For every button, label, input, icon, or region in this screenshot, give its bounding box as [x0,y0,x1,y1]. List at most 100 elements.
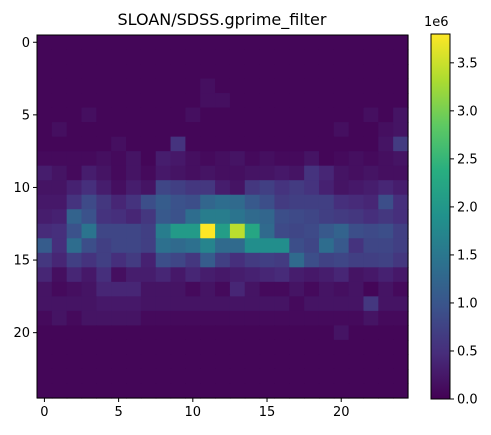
heatmap-cell [51,136,68,152]
heatmap-cell [126,122,142,138]
heatmap-cell [363,354,379,370]
colorbar-axis: 0.0 0.5 1.0 1.5 2.0 2.5 3.0 3.5 [450,56,478,408]
heatmap-cell [318,151,335,167]
heatmap-cell [37,238,53,254]
heatmap-cell [215,180,231,196]
heatmap-cell [318,281,335,297]
heatmap-cell [126,339,142,356]
heatmap-cell [274,180,290,196]
heatmap-cell [170,136,186,152]
heatmap-cell [215,194,231,210]
heatmap-cell [81,122,97,138]
heatmap-cell [37,368,53,385]
heatmap-cell [185,64,201,80]
heatmap-cells [37,35,409,399]
heatmap-cell [126,281,142,297]
heatmap-cell [289,339,305,356]
heatmap-cell [318,180,335,196]
heatmap-cell [37,296,53,312]
heatmap-cell [51,310,68,326]
heatmap-cell [155,93,172,109]
heatmap-cell [304,78,320,94]
heatmap-cell [66,368,83,385]
heatmap-cell [37,35,53,51]
heatmap-cell [200,383,216,399]
heatmap-cell [126,354,142,370]
heatmap-cell [140,64,157,80]
heatmap-cell [126,49,142,65]
heatmap-cell [37,310,53,326]
heatmap-cell [333,354,350,370]
heatmap-cell [259,368,276,385]
heatmap-cell [289,78,305,94]
heatmap-cell [215,281,231,297]
heatmap-cell [81,93,97,109]
heatmap-cell [259,325,276,341]
heatmap-cell [185,252,201,268]
heatmap-cell [126,180,142,196]
heatmap-cell [244,383,261,399]
heatmap-cell [333,339,350,356]
heatmap-cell [229,296,246,312]
heatmap-cell [155,296,172,312]
heatmap-cell [200,252,216,268]
x-tick-label: 5 [114,405,122,420]
heatmap-cell [259,136,276,152]
heatmap-cell [304,368,320,385]
heatmap-cell [51,165,68,181]
x-tick-label: 0 [40,405,48,420]
heatmap-cell [348,339,365,356]
heatmap-cell [96,252,112,268]
heatmap-cell [244,93,261,109]
heatmap-cell [66,93,83,109]
heatmap-cell [185,296,201,312]
heatmap-cell [363,296,379,312]
heatmap-cell [304,49,320,65]
heatmap-cell [51,354,68,370]
heatmap-cell [378,180,394,196]
heatmap-cell [140,368,157,385]
heatmap-cell [378,64,394,80]
heatmap-cell [185,180,201,196]
heatmap-cell [111,64,127,80]
heatmap-cell [318,64,335,80]
heatmap-cell [259,223,276,239]
heatmap-cell [111,93,127,109]
heatmap-cell [81,165,97,181]
colorbar-tick-label: 1.5 [457,248,478,263]
heatmap-cell [155,180,172,196]
heatmap-cell [348,122,365,138]
y-tick-label: 5 [22,108,30,123]
heatmap-cell [81,383,97,399]
colorbar [430,33,451,400]
heatmap-cell [378,78,394,94]
heatmap-cell [333,368,350,385]
heatmap-cell [126,238,142,254]
heatmap-cell [244,151,261,167]
heatmap-cell [378,296,394,312]
heatmap-cell [140,354,157,370]
heatmap-cell [244,35,261,51]
heatmap-cell [170,151,186,167]
heatmap-cell [259,78,276,94]
heatmap-cell [51,151,68,167]
heatmap-cell [274,35,290,51]
heatmap-cell [37,180,53,196]
heatmap-cell [363,339,379,356]
heatmap-cell [348,281,365,297]
heatmap-cell [200,151,216,167]
heatmap-cell [378,238,394,254]
heatmap-cell [200,354,216,370]
heatmap-cell [289,209,305,225]
heatmap-cell [200,223,216,239]
heatmap-cell [318,93,335,109]
heatmap-cell [170,49,186,65]
heatmap-cell [96,209,112,225]
heatmap-cell [318,339,335,356]
heatmap-cell [318,136,335,152]
heatmap-cell [81,238,97,254]
heatmap-cell [215,238,231,254]
heatmap-cell [81,310,97,326]
heatmap-cell [81,368,97,385]
heatmap-cell [140,165,157,181]
